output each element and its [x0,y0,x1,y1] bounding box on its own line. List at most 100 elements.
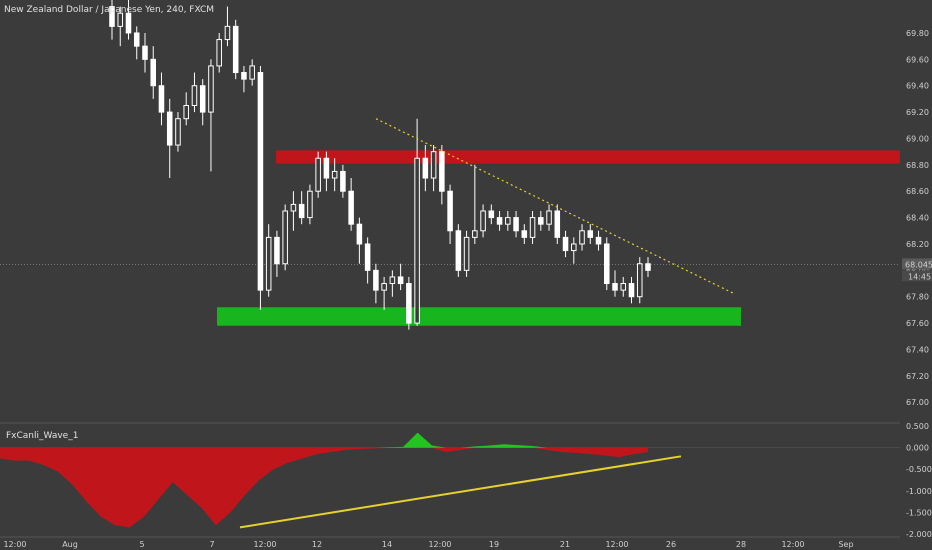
candle-body [109,6,115,27]
time-tick-label: 12:00 [605,540,628,549]
last-price-label-bg [902,258,932,270]
candle-body [166,111,173,146]
price-tick-label: 68.20 [906,240,929,249]
candle-body [381,283,387,291]
indicator-tick-label: -1.000 [906,487,932,496]
candle-body [373,269,379,291]
candle-body [480,210,486,232]
candle-body [579,230,585,245]
price-trendline [375,118,736,295]
time-tick-label: 21 [560,540,570,549]
countdown-label: 14:45 [908,272,931,281]
last-price-label: 68.045 [905,260,932,269]
price-tick-label: 69.00 [906,134,929,143]
candle-body [257,72,264,291]
time-tick-label: Aug [62,540,78,549]
indicator-tick-label: 0.500 [906,422,929,431]
candle-body [397,276,404,285]
candle-body [323,157,330,179]
time-tick-label: 26 [666,540,676,549]
indicator-title: FxCanli_Wave_1 [6,431,79,441]
countdown-label-bg [902,270,932,282]
candle-body [406,283,412,324]
candle-body [117,12,124,27]
price-tick-label: 67.60 [906,319,929,328]
candle-body [472,230,478,238]
price-tick-label: 68.80 [906,161,929,170]
candle-body [282,210,288,265]
candle-body [447,190,453,232]
indicator-tick-label: -1.500 [906,508,932,517]
candle-body [290,203,297,212]
time-tick-label: 19 [489,540,499,549]
indicator-tick-label: 0.000 [906,444,929,453]
candle-body [513,217,519,232]
candle-body [521,230,528,238]
candle-body [455,230,462,271]
price-tick-label: 69.40 [906,82,929,91]
candle-body [331,170,338,179]
price-tick-label: 69.20 [906,108,929,117]
candle-body [249,65,255,80]
candle-body [571,243,577,252]
candle-body [183,105,189,120]
candle-body [340,170,346,192]
candle-body [554,210,561,238]
candle-body [199,85,206,113]
time-tick-label: 28 [736,540,746,549]
candle-body [133,32,140,47]
candle-body [612,283,618,291]
candle-body [620,283,627,291]
candle-body [175,118,181,146]
candle-body [348,190,354,225]
time-tick-label: 5 [139,540,144,549]
symbol-title: New Zealand Dollar / Japanese Yen, 240, … [4,5,215,15]
candle-body [389,276,396,285]
candle-body [604,243,610,285]
price-tick-label: 67.00 [906,398,929,407]
price-tick-label: 69.80 [906,29,929,38]
candle-body [546,210,552,225]
resistance-zone [276,150,900,164]
candle-body [216,39,222,67]
wave-negative-area [0,447,648,528]
indicator-tick-label: -2.000 [906,530,932,539]
wave-positive-area [0,432,648,448]
candle-body [414,157,420,324]
candle-body [595,236,602,245]
time-tick-label: 12:00 [3,540,26,549]
candle-body [587,230,594,238]
time-tick-label: 12:00 [428,540,451,549]
price-tick-label: 67.20 [906,372,929,381]
candle-body [125,12,132,34]
candle-body [274,236,280,265]
candle-body [488,210,495,219]
candle-body [496,217,503,225]
candle-body [538,217,544,225]
candle-body [430,151,437,179]
candle-body [463,236,470,271]
candle-body [628,283,635,298]
candle-body [505,217,511,225]
candle-body [422,157,429,179]
candle-body [142,45,148,60]
candle-body [158,85,165,113]
candle-body [529,217,536,238]
candle-body [562,236,569,252]
indicator-tick-label: -0.500 [906,465,932,474]
time-tick-label: Sep [838,540,853,549]
candle-body [439,151,445,192]
price-tick-label: 69.60 [906,55,929,64]
time-tick-label: 12:00 [253,540,276,549]
candle-body [356,223,363,245]
candle-body [191,85,198,106]
candle-body [315,157,321,192]
price-tick-label: 68.40 [906,214,929,223]
candle-body [241,72,247,80]
price-tick-label: 68.60 [906,187,929,196]
candle-body [645,263,651,271]
time-tick-label: 12 [312,540,322,549]
price-tick-label: 67.40 [906,345,929,354]
